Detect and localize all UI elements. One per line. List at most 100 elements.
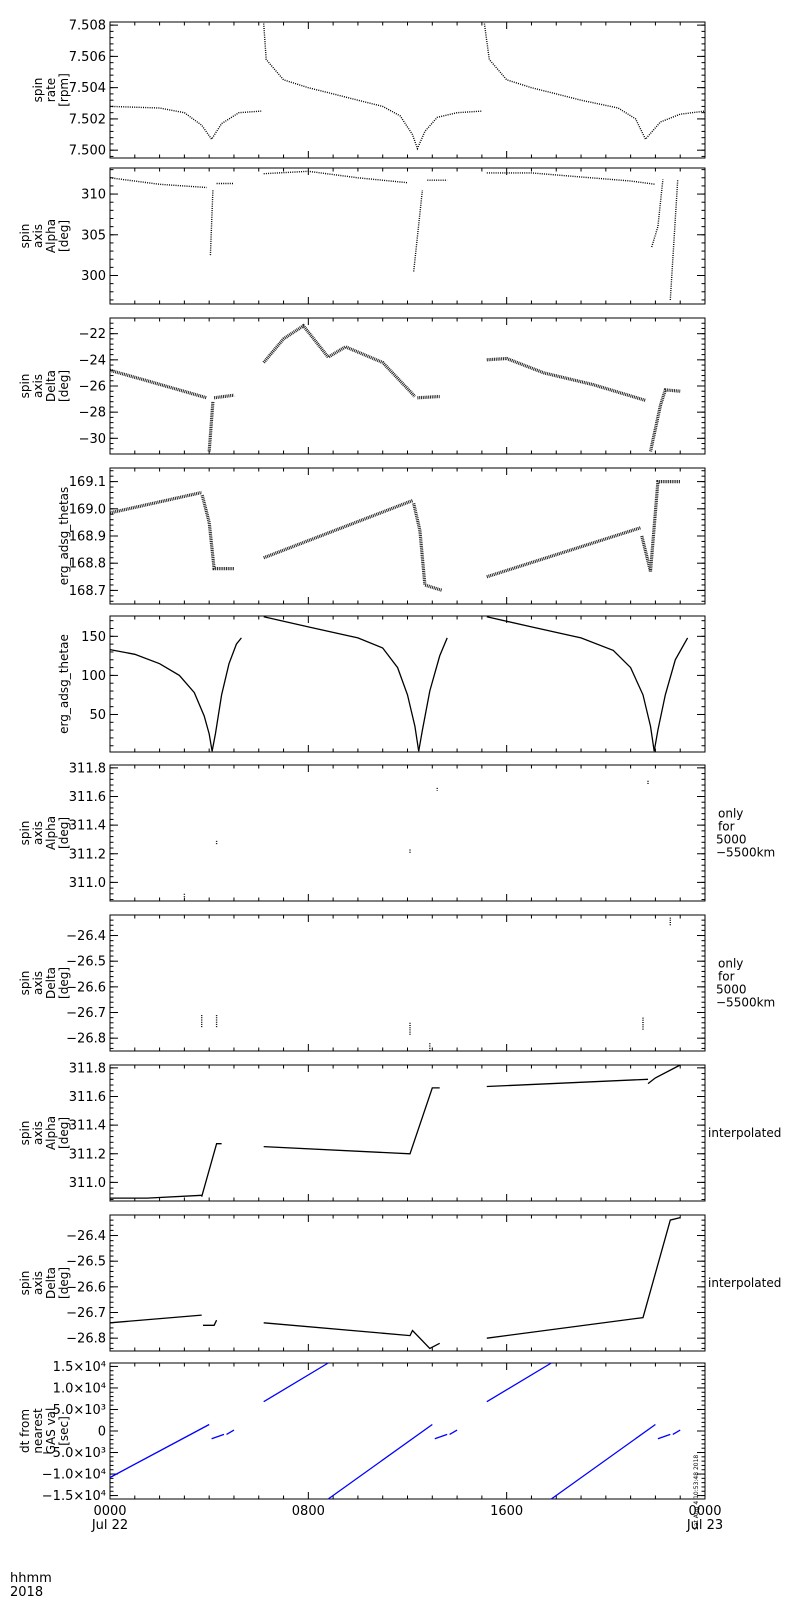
y-tick-label: 311.6 [69,1090,106,1105]
x-date-label: Jul 22 [91,1518,128,1533]
y-tick-label: −26.4 [66,929,106,944]
y-tick-label: 311.4 [69,819,106,834]
y-axis-label-line: [deg] [57,1267,71,1299]
panel-frame [109,21,706,159]
panel-note: interpolated [708,1126,781,1140]
data-series [263,1087,440,1155]
y-tick-label: 311.2 [69,847,106,862]
y-tick-label: −28 [79,406,106,421]
y-axis-label: dt fromnearestGAS val[sec] [18,1408,71,1455]
data-series [486,1216,681,1339]
panel-5: 50 100 150 erg_adsg_thetae [57,615,706,753]
data-series [109,105,262,141]
panel-note: 5000 [716,983,747,997]
panel-3: −30 −28 −26 −24 −22 spinaxisDelta[deg] [18,317,706,455]
data-series [209,189,214,256]
y-axis-label-line: erg_adsg_thetae [57,634,71,734]
y-axis-label: spinrate[rpm] [31,73,71,107]
data-series [203,1319,218,1326]
x-tick-label: 0000 [688,1504,721,1519]
y-axis-label-line: axis [31,374,45,398]
data-series [418,637,448,752]
panels: 7.5007.5027.5047.5067.508spinrate[rpm]30… [18,19,781,1504]
data-series [263,1322,440,1350]
panel-frame [109,1064,706,1202]
y-axis-label-line: Delta [44,1267,58,1299]
y-axis-label-line: spin [18,1271,32,1296]
y-axis-label-line: nearest [31,1408,45,1454]
y-tick-label: 305 [81,228,106,243]
data-series [263,1362,329,1403]
y-tick-label: −26.6 [66,980,106,995]
y-axis-label-line: axis [31,224,45,248]
data-series [486,616,655,752]
panel-frame [109,615,706,753]
y-tick-label: 311.4 [69,1119,106,1134]
y-axis-label: spinaxisAlpha[deg] [18,816,71,850]
y-tick-label: −26.4 [66,1229,106,1244]
y-tick-label: −26.5 [66,955,106,970]
data-series [263,616,420,752]
data-series [550,1423,656,1500]
panel-note: only [718,807,743,821]
panel-frame [109,317,706,455]
y-axis-label: spinaxisDelta[deg] [18,967,71,999]
panel-7: −26.8 −26.7 −26.6 −26.5 −26.4 spinaxisDelta[d… [18,914,775,1052]
y-tick-label: 168.9 [69,530,106,545]
y-axis-label-line: GAS val [44,1408,58,1455]
panel-note: only [718,957,743,971]
y-tick-label: 310 [81,188,106,203]
panel-10: −1.5×10⁴ −1.0×10⁴ −5.0×10³ 0 5.0×10³ 1.0×10⁴ 1… [18,1360,706,1504]
plot-timestamp: Sat Aug 4 10:53:48 2018 [693,1455,700,1530]
y-tick-label: 1.0×10⁴ [53,1381,106,1396]
y-axis-label: spinaxisAlpha[deg] [18,219,71,253]
y-axis-label-line: spin [18,821,32,846]
data-series [417,394,440,400]
y-axis-label-line: rate [44,78,58,102]
data-series [434,1433,448,1440]
y-axis-label-line: Delta [44,370,58,402]
data-series [647,1064,681,1085]
y-tick-label: 1.5×10⁴ [53,1360,106,1375]
y-axis-label-line: [deg] [57,220,71,252]
y-axis-label-line: axis [31,971,45,995]
y-tick-label: 311.0 [69,876,106,891]
y-tick-label: −30 [79,432,106,447]
data-series [213,393,235,400]
data-series [648,388,681,452]
y-tick-label: −5.0×10³ [42,1446,106,1461]
panel-2: 300 305 310 spinaxisAlpha[deg] [18,167,706,305]
panel-note: interpolated [708,1276,781,1290]
panel-note: −5500km [716,996,775,1010]
data-series [651,179,664,248]
data-series [263,170,408,184]
data-series [211,1433,225,1440]
x-row-label-hhmm: hhmm [10,1571,52,1586]
panel-frame [109,1362,706,1500]
y-tick-label: −26 [79,380,106,395]
data-series [449,1429,458,1435]
data-series [109,368,208,400]
y-tick-label: 168.8 [69,557,106,572]
y-axis-label-line: [deg] [57,967,71,999]
data-series [486,526,641,579]
y-axis-label: erg_adsg_thetas [57,487,71,586]
data-series [640,480,681,572]
panel-frame [109,764,706,902]
y-axis-label-line: spin [18,374,32,399]
y-tick-label: 300 [81,269,106,284]
data-series [657,1433,671,1440]
y-axis-label-line: [sec] [57,1416,71,1446]
y-axis-label-line: [deg] [57,1117,71,1149]
data-series [201,1143,222,1197]
y-tick-label: 311.2 [69,1147,106,1162]
panel-note: for [718,970,735,984]
y-tick-label: 7.500 [69,144,106,159]
y-axis-label-line: Alpha [44,816,58,850]
data-series [207,401,215,452]
data-series [262,323,417,398]
y-tick-label: 169.0 [69,502,106,517]
data-series [109,1314,202,1324]
